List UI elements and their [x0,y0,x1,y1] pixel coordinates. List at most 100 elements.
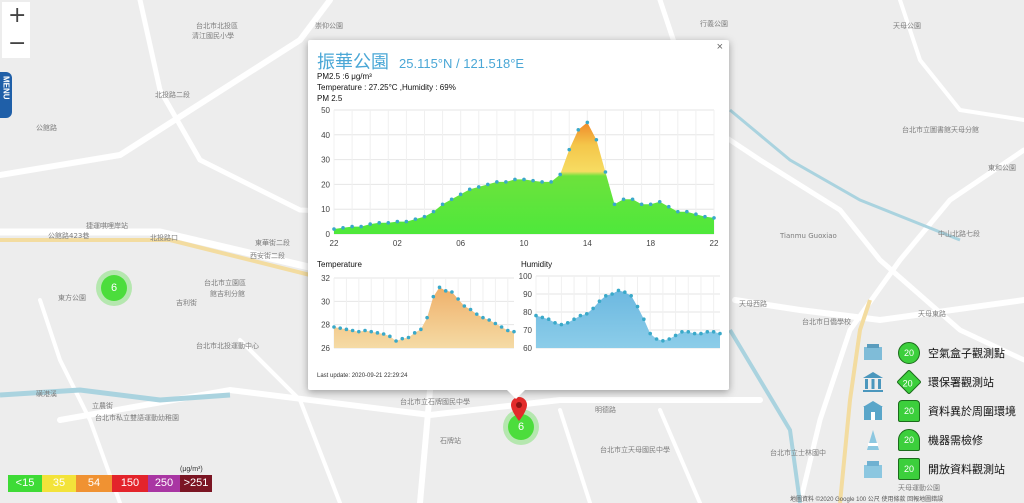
data-point [413,217,418,221]
y-tick-label: 10 [321,205,330,214]
data-point [703,214,707,219]
data-point [332,325,336,329]
repair-station-icon [867,430,879,450]
data-point [363,328,367,333]
humidity-chart: 60 70 80 90 100 [519,272,722,353]
data-point [368,222,372,226]
map-pin-icon[interactable] [511,397,527,421]
data-point [578,313,583,318]
data-point [425,315,429,320]
aqi-level-5: >251 [180,475,212,492]
data-point [395,219,400,224]
data-point [621,197,626,202]
station-badge: 20 [898,342,920,364]
map-label: 公館路 [36,123,57,132]
data-point [422,214,427,219]
map-label: 東華街二段 [255,238,290,247]
data-point [567,147,572,152]
map-label: 台北市立園區 [204,278,246,287]
data-point [406,335,411,340]
source-legend-item[interactable]: 20 開放資料觀測站 [862,458,1022,480]
station-coords: 25.115°N / 121.518°E [399,56,525,71]
y-tick-label: 30 [321,156,330,165]
y-tick-label: 70 [523,326,532,335]
source-legend-item[interactable]: 20 資料異於周圍環境 [862,400,1022,422]
aqi-level-2: 54 [76,475,112,492]
map-label: Tianmu Guoxiao [779,232,837,240]
data-point [522,177,526,182]
epa-station-icon [863,372,883,392]
data-point [699,331,703,336]
data-point [369,329,374,334]
data-point [377,221,382,225]
data-point [487,318,491,322]
aqi-level-1: 35 [42,475,76,492]
source-legend-item[interactable]: 20 機器需檢修 [862,429,1022,451]
close-icon[interactable]: × [716,41,723,53]
station-name: 振華公園 [317,52,389,72]
x-tick-label: 06 [456,239,465,248]
station-cluster-marker[interactable]: 6 [101,275,127,301]
map-label: 西安街二段 [250,251,285,260]
y-tick-label: 90 [523,290,532,299]
y-tick-label: 20 [321,180,330,189]
map-label: 捷運唭哩岸站 [86,221,128,230]
data-point [495,180,499,184]
data-point [499,325,504,329]
data-point [685,209,689,214]
data-point [612,202,617,207]
map-label: 中山北路七段 [938,229,980,238]
zoom-out-button[interactable]: − [2,30,30,58]
data-point [504,180,508,184]
map-label: 台北市立天母國民中學 [600,445,670,454]
data-point [666,204,671,209]
zoom-in-button[interactable]: + [2,2,30,30]
y-tick-label: 0 [326,230,331,239]
data-point [338,326,343,330]
data-point [388,334,392,339]
pm-chart-label: PM 2.5 [317,94,343,103]
data-point [481,315,485,320]
data-point [357,329,361,334]
data-point [456,297,460,301]
source-legend-item[interactable]: 20 環保署觀測站 [862,369,1022,395]
data-point [623,290,627,294]
aqi-level-3: 150 [112,475,148,492]
open-data-station-icon [864,461,882,478]
map-footer: 地圖資料 ©2020 Google 100 公尺 使用條款 回報地圖錯誤 [790,497,944,503]
menu-tab[interactable]: MENU [0,72,12,118]
pm25-chart: 0 10 20 30 40 50 22 02 06 10 14 18 22 [321,106,719,248]
data-point [431,294,436,299]
data-point [350,224,354,229]
y-tick-label: 50 [321,106,330,115]
data-point [474,312,479,316]
data-point [440,202,445,207]
aqi-legend: <15 35 54 150 250 >251 [8,475,212,492]
data-point [350,328,355,333]
data-point [394,339,398,343]
data-point [711,330,716,334]
data-point [630,197,635,202]
map-label: 磺港溪 [36,389,57,398]
data-point [549,180,553,184]
data-point [686,330,691,334]
data-point [534,313,538,318]
data-point [642,317,646,321]
data-point [680,330,684,334]
source-legend-label: 資料異於周圍環境 [928,406,1016,418]
map-label: 館吉利分館 [210,289,245,298]
data-point [576,128,581,132]
map-label: 天母西路 [739,299,767,308]
station-cluster-marker[interactable]: 6 [508,414,534,440]
temp-chart-label: Temperature [317,260,362,269]
source-legend-item[interactable]: 20 空氣盒子觀測點 [862,342,1022,364]
data-point [513,177,517,182]
data-point [648,202,653,207]
data-point [584,312,589,316]
map-label: 台北市日僑學校 [802,317,851,326]
y-tick-label: 26 [321,344,330,353]
map-label: 北投路口 [150,233,178,242]
y-tick-label: 80 [523,308,532,317]
data-point [712,216,716,220]
popup-title: 振華公園 25.115°N / 121.518°E [317,48,524,74]
